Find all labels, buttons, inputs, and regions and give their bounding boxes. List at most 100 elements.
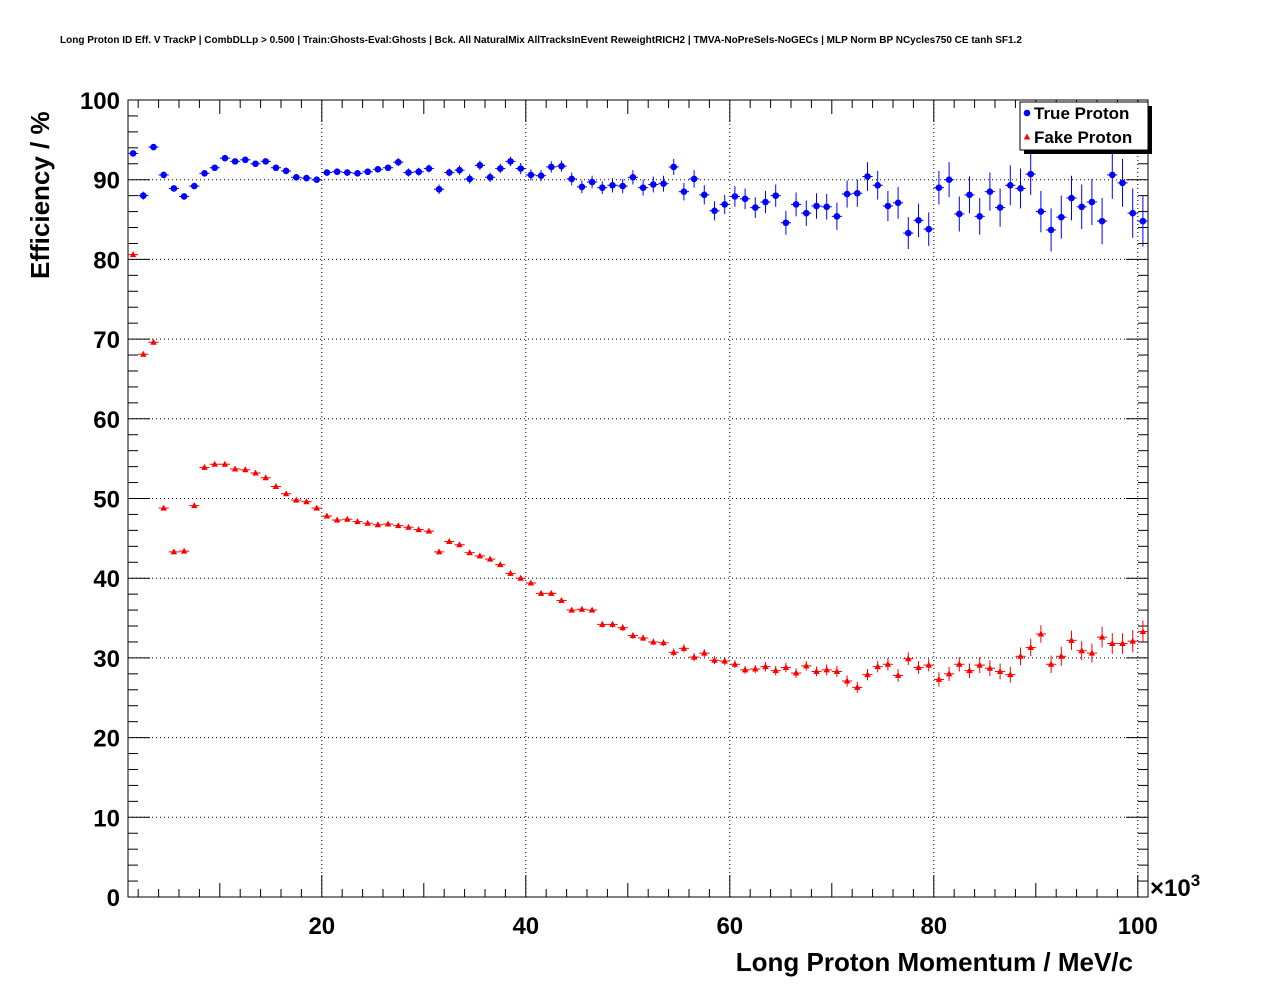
data-point bbox=[854, 189, 861, 197]
data-point bbox=[762, 198, 769, 206]
data-point bbox=[1068, 636, 1075, 643]
data-point bbox=[507, 158, 514, 165]
data-point bbox=[293, 174, 300, 181]
data-point bbox=[456, 541, 463, 548]
data-point bbox=[486, 555, 494, 562]
data-point bbox=[894, 199, 902, 207]
data-point bbox=[323, 169, 331, 176]
data-point bbox=[935, 675, 943, 682]
data-point bbox=[558, 162, 565, 170]
x-axis-multiplier-exponent: 3 bbox=[1191, 871, 1200, 890]
data-point bbox=[762, 663, 769, 670]
data-point bbox=[894, 671, 902, 678]
data-point bbox=[1078, 203, 1085, 211]
data-point bbox=[405, 523, 412, 530]
data-point bbox=[701, 191, 708, 199]
data-point bbox=[925, 661, 932, 668]
data-point bbox=[1098, 217, 1106, 225]
data-point bbox=[180, 193, 188, 200]
data-point bbox=[282, 490, 290, 497]
data-point bbox=[201, 170, 208, 177]
data-point bbox=[466, 175, 474, 183]
data-point bbox=[568, 175, 575, 183]
data-point bbox=[231, 158, 239, 165]
data-point bbox=[803, 662, 810, 669]
x-axis-title: Long Proton Momentum / MeV/c bbox=[736, 947, 1133, 977]
data-point bbox=[262, 158, 270, 165]
data-point bbox=[813, 667, 820, 674]
data-point bbox=[252, 160, 259, 168]
data-point bbox=[976, 213, 983, 220]
data-point bbox=[670, 648, 677, 655]
data-point bbox=[986, 188, 994, 195]
data-point bbox=[1047, 226, 1055, 234]
data-point bbox=[150, 143, 157, 151]
data-point bbox=[405, 169, 412, 176]
data-point bbox=[854, 683, 861, 690]
data-point bbox=[945, 176, 953, 183]
x-axis-tick-labels: 20 40 60 80 100 bbox=[308, 913, 1157, 940]
data-point bbox=[140, 192, 147, 199]
data-point bbox=[1088, 198, 1096, 206]
data-point bbox=[323, 512, 331, 519]
data-point bbox=[466, 549, 473, 556]
legend-label: Fake Proton bbox=[1034, 128, 1132, 147]
data-point bbox=[415, 168, 423, 176]
data-point bbox=[1139, 217, 1147, 225]
data-point bbox=[915, 217, 922, 224]
y-tick-label: 40 bbox=[93, 566, 120, 593]
data-point bbox=[374, 521, 382, 528]
data-point bbox=[599, 620, 606, 627]
data-series bbox=[128, 143, 1148, 693]
legend: True Proton Fake Proton bbox=[1019, 101, 1152, 154]
y-axis-title: Efficiency / % bbox=[25, 111, 55, 279]
data-point bbox=[211, 164, 218, 172]
data-point bbox=[1007, 181, 1014, 189]
data-point bbox=[303, 174, 310, 182]
y-tick-label: 50 bbox=[93, 487, 120, 514]
y-tick-label: 100 bbox=[80, 88, 120, 115]
data-point bbox=[833, 213, 841, 220]
y-tick-label: 30 bbox=[93, 646, 120, 673]
data-point bbox=[772, 192, 779, 199]
data-point bbox=[629, 174, 637, 181]
data-point bbox=[313, 176, 321, 183]
data-point bbox=[884, 202, 892, 210]
data-point bbox=[231, 465, 239, 472]
data-point bbox=[711, 207, 718, 215]
data-point bbox=[1027, 644, 1034, 651]
data-point bbox=[966, 667, 973, 674]
data-point bbox=[282, 167, 290, 175]
data-point bbox=[344, 515, 351, 522]
y-tick-label: 60 bbox=[93, 407, 120, 434]
data-point bbox=[313, 504, 320, 511]
data-point bbox=[537, 589, 545, 596]
data-point bbox=[160, 504, 167, 511]
data-point bbox=[803, 209, 810, 217]
data-point bbox=[966, 191, 973, 199]
data-point bbox=[792, 669, 800, 676]
data-point bbox=[548, 589, 555, 596]
y-tick-label: 70 bbox=[93, 327, 120, 354]
data-point bbox=[690, 653, 698, 660]
legend-marker-triangle bbox=[1023, 133, 1031, 140]
data-point bbox=[650, 181, 657, 188]
data-point bbox=[486, 174, 494, 181]
data-point bbox=[1109, 171, 1116, 179]
data-point bbox=[1098, 633, 1106, 640]
data-point bbox=[650, 638, 657, 645]
data-point bbox=[1129, 637, 1136, 644]
data-point bbox=[384, 164, 392, 172]
data-point bbox=[1047, 660, 1055, 667]
data-point bbox=[527, 171, 535, 179]
data-point bbox=[701, 649, 708, 656]
data-point bbox=[752, 665, 759, 672]
data-point bbox=[497, 561, 504, 568]
data-point bbox=[1068, 194, 1075, 202]
data-point bbox=[293, 496, 300, 503]
data-point bbox=[680, 188, 688, 195]
data-point bbox=[996, 204, 1004, 211]
data-point bbox=[843, 677, 851, 684]
x-axis-multiplier: ×103 bbox=[1150, 871, 1200, 902]
data-point bbox=[619, 182, 626, 190]
